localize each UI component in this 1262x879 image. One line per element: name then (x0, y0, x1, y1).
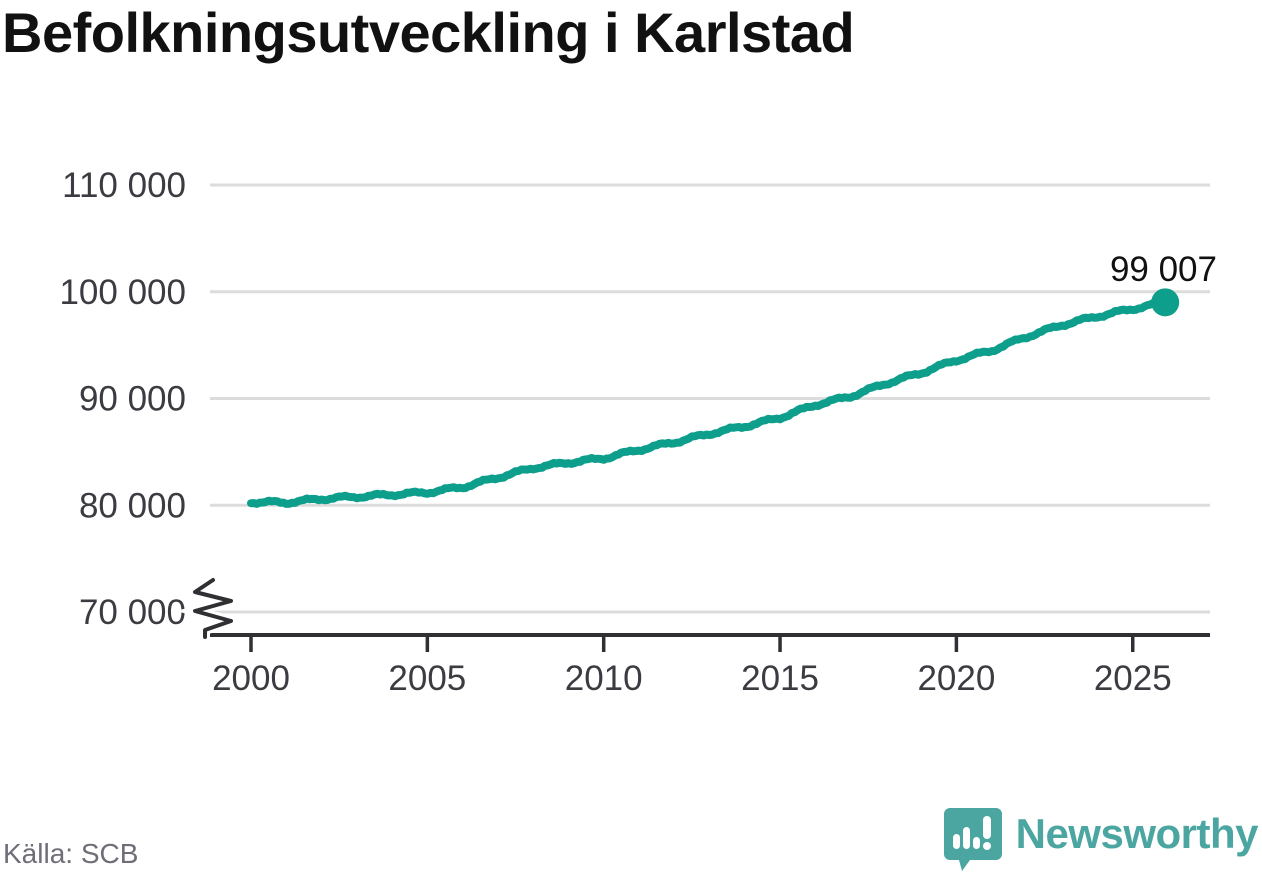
newsworthy-logo: Newsworthy (943, 807, 1259, 871)
x-tick-label: 2000 (212, 659, 290, 698)
page-title: Befolkningsutveckling i Karlstad (2, 1, 855, 64)
axis-break-icon (193, 578, 233, 639)
y-tick-label: 110 000 (62, 166, 186, 205)
y-tick-label: 70 000 (79, 593, 186, 632)
x-tick-label: 2025 (1094, 659, 1172, 698)
x-tick-label: 2010 (565, 659, 643, 698)
x-tick-label: 2005 (388, 659, 466, 698)
end-value-label: 99 007 (1110, 250, 1217, 289)
x-tick-label: 2015 (741, 659, 819, 698)
source-attribution: Källa: SCB (3, 838, 139, 869)
x-tick-label: 2020 (917, 659, 995, 698)
population-line (247, 298, 1170, 508)
newsworthy-logo-icon (943, 808, 1002, 871)
newsworthy-wordmark: Newsworthy (1015, 810, 1259, 857)
end-point-marker (1151, 288, 1180, 317)
y-tick-label: 100 000 (59, 273, 186, 312)
y-tick-label: 90 000 (79, 380, 186, 419)
y-tick-label: 80 000 (79, 486, 186, 525)
